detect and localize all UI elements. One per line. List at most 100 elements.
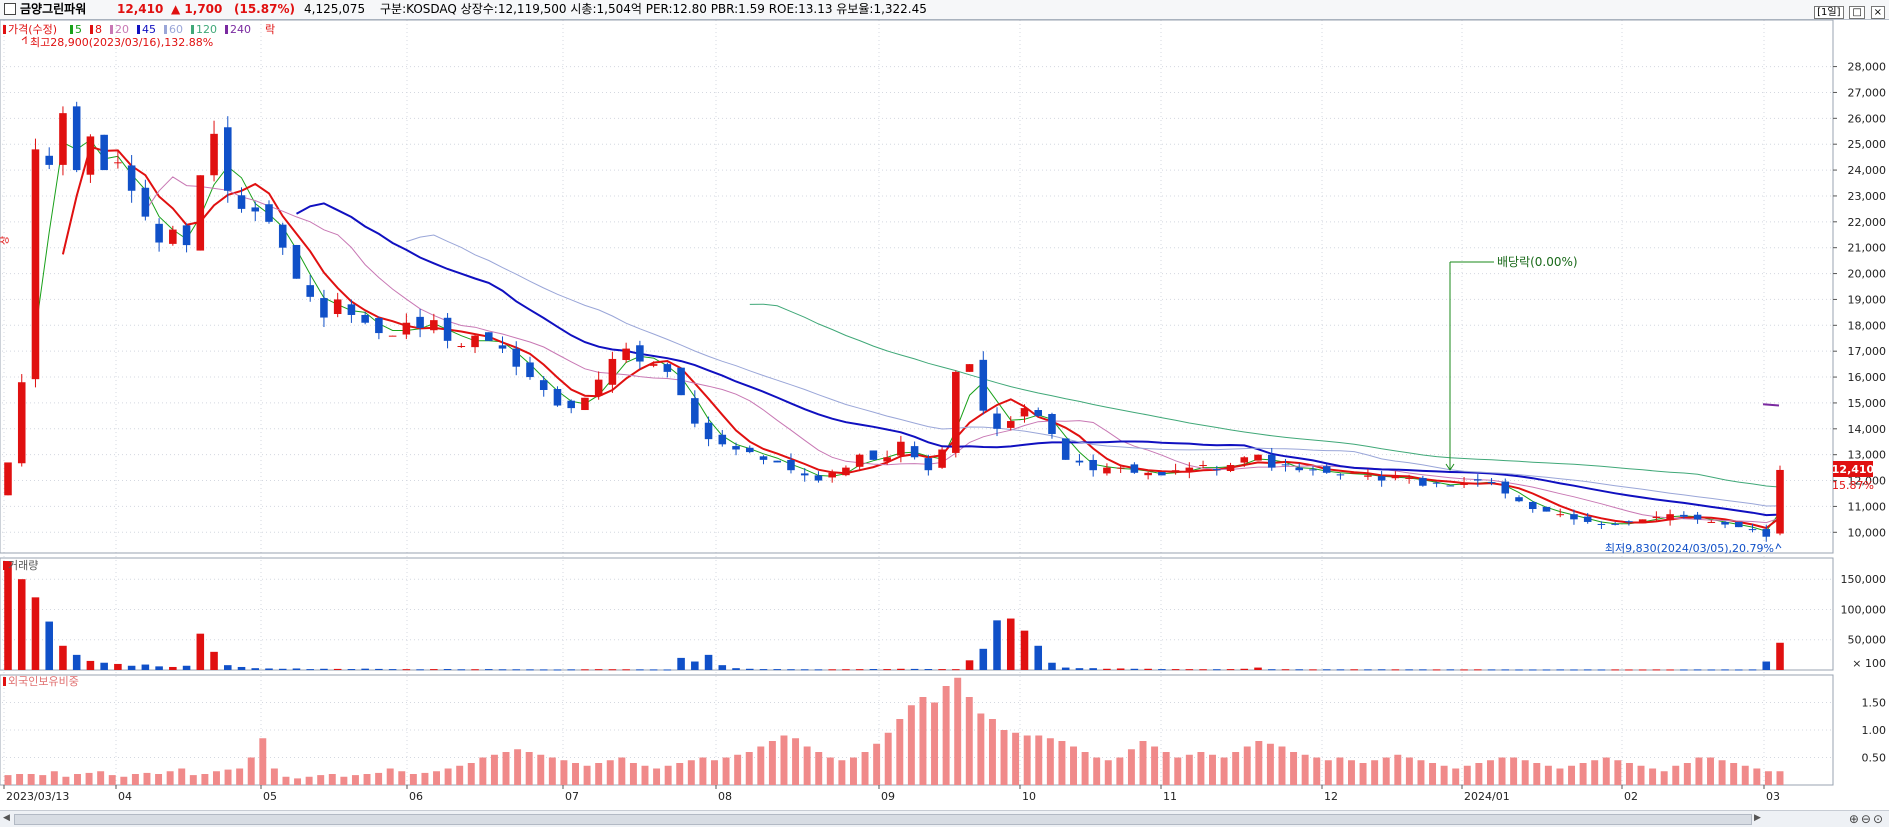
legend-price-label[interactable]: 가격(수정) (8, 23, 57, 36)
volume-bar (100, 662, 108, 670)
volume-bar (1075, 668, 1084, 670)
foreign-bar (1266, 743, 1274, 785)
foreign-bar (641, 765, 649, 785)
close-icon[interactable]: × (1870, 6, 1885, 19)
foreign-bar (120, 776, 128, 785)
candle (31, 149, 40, 380)
price-tick-label: 19,000 (1848, 293, 1887, 306)
volume-bar (210, 651, 218, 670)
candle (1735, 521, 1743, 528)
foreign-bar (1313, 757, 1321, 785)
foreign-bar (1371, 760, 1379, 785)
foreign-bar (444, 768, 452, 785)
foreign-bar (1440, 765, 1448, 785)
foreign-bar (537, 754, 545, 785)
volume-bar (388, 669, 397, 671)
foreign-bar (1000, 730, 1008, 785)
foreign-title[interactable]: 외국인보유비중 (8, 675, 79, 688)
horizontal-scrollbar[interactable]: ◀ ▶ ⊕⊖⊙ (0, 810, 1889, 827)
candle (1391, 475, 1400, 479)
candle (333, 299, 342, 314)
foreign-bar (965, 697, 973, 785)
candle (1528, 501, 1537, 510)
foreign-bar (305, 776, 313, 785)
ma-line (749, 303, 1781, 488)
volume-bar (1267, 669, 1276, 671)
legend-ma-label[interactable]: 60 (169, 23, 183, 36)
foreign-bar (131, 774, 139, 785)
candle (430, 320, 438, 331)
price-badge-value: 12,410 (1832, 463, 1875, 476)
foreign-bar (815, 752, 823, 785)
zoom-in-icon[interactable]: ⊕ (1848, 812, 1861, 826)
scroll-right-icon[interactable]: ▶ (1754, 813, 1761, 823)
legend-ma-label[interactable]: 5 (75, 23, 82, 36)
scrollbar-thumb[interactable] (14, 814, 1752, 825)
candle (1405, 477, 1413, 479)
foreign-bar (201, 774, 209, 785)
chart-legend: 가격(수정) 5 8 20 45 60 120 240 락 (3, 23, 275, 36)
price-badge-box (1833, 461, 1873, 477)
period-button[interactable]: [1일] (1814, 6, 1844, 19)
stock-name[interactable]: 금양그린파워 (20, 2, 87, 16)
foreign-bar (294, 778, 302, 785)
legend-ex-label[interactable]: 락 (265, 23, 275, 36)
price-tick-label: 28,000 (1848, 61, 1887, 74)
limit-up-marker: 상 (0, 236, 11, 245)
candle (663, 364, 672, 372)
zoom-reset-icon[interactable]: ⊙ (1872, 812, 1885, 826)
candle (1116, 467, 1125, 469)
legend-ma-label[interactable]: 120 (196, 23, 217, 36)
scroll-left-icon[interactable]: ◀ (3, 813, 10, 823)
legend-ma-label[interactable]: 20 (115, 23, 129, 36)
legend-ma-marker (70, 25, 73, 34)
volume-bar (127, 665, 136, 670)
volume-bar (498, 669, 507, 671)
price-tick-label: 16,000 (1848, 371, 1887, 384)
foreign-bar (1498, 757, 1506, 785)
legend-ma-label[interactable]: 240 (230, 23, 251, 36)
foreign-bar (1463, 765, 1471, 785)
candle (1075, 460, 1084, 463)
low-annotation: 최저9,830(2024/03/05),20.79% (1605, 542, 1782, 555)
volume-title[interactable]: 거래량 (8, 559, 38, 572)
x-tick-label: 11 (1163, 790, 1177, 803)
foreign-bars (4, 677, 1784, 785)
price-tick-label: 12,000 (1848, 475, 1887, 488)
foreign-bar (1614, 760, 1622, 785)
foreign-bar (108, 775, 116, 785)
foreign-bar (1591, 760, 1599, 785)
volume-bar (59, 645, 67, 670)
legend-ma-label[interactable]: 8 (95, 23, 102, 36)
legend-ma-label[interactable]: 45 (142, 23, 156, 36)
volume-bar (512, 669, 521, 671)
x-tick-label: 05 (263, 790, 277, 803)
volume-bar (828, 669, 836, 671)
foreign-bar (826, 757, 834, 785)
foreign-bar (1637, 765, 1645, 785)
candle (1487, 482, 1496, 484)
select-checkbox[interactable] (4, 3, 16, 15)
candle (704, 422, 713, 440)
foreign-bar (1324, 760, 1332, 785)
dividend-label: 배당락(0.00%) (1497, 255, 1578, 269)
candle (443, 317, 452, 341)
foreign-bar (282, 776, 290, 785)
candle (732, 446, 740, 450)
candle (347, 304, 356, 315)
price-tick-label: 21,000 (1848, 242, 1887, 255)
foreign-bar (351, 775, 359, 785)
candle (1158, 471, 1166, 476)
foreign-bar (409, 774, 417, 785)
volume-bar (553, 669, 562, 671)
zoom-out-icon[interactable]: ⊖ (1860, 812, 1873, 826)
candle (745, 447, 754, 453)
maximize-icon[interactable]: □ (1849, 6, 1865, 19)
volume-bar (567, 669, 575, 671)
candle (1199, 465, 1207, 467)
volume-bar (347, 669, 356, 671)
low-label: 최저9,830(2024/03/05),20.79% (1605, 542, 1774, 555)
volume-bar (1281, 669, 1290, 671)
volume-bar (704, 654, 713, 670)
legend-ma-marker (164, 25, 167, 34)
